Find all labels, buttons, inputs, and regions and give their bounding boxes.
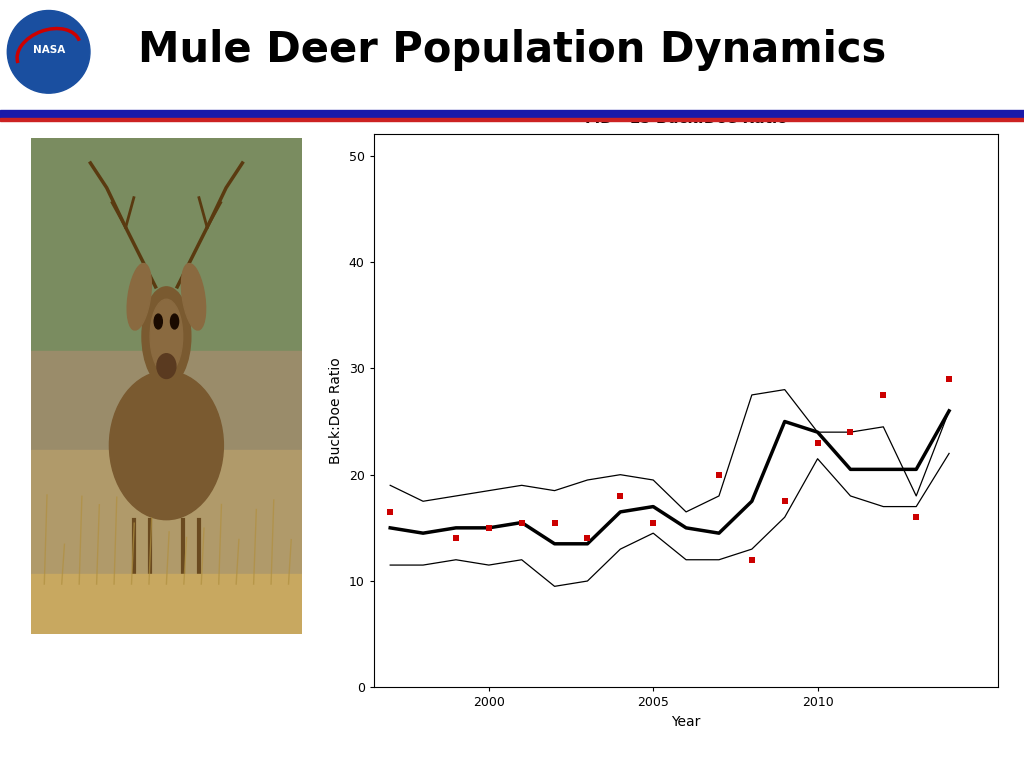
Circle shape xyxy=(16,19,81,84)
Circle shape xyxy=(7,11,90,93)
Title: MD - 15 Buck:Doe Ratio: MD - 15 Buck:Doe Ratio xyxy=(585,111,787,126)
Ellipse shape xyxy=(151,300,182,373)
Polygon shape xyxy=(151,336,182,391)
Point xyxy=(776,495,793,508)
Bar xyxy=(31,574,302,634)
Text: NASA: NASA xyxy=(33,45,65,55)
Point xyxy=(645,516,662,528)
Point xyxy=(809,437,825,449)
Circle shape xyxy=(170,314,178,329)
Y-axis label: Buck:Doe Ratio: Buck:Doe Ratio xyxy=(329,358,343,464)
Point xyxy=(612,490,629,502)
Ellipse shape xyxy=(142,286,190,386)
Bar xyxy=(31,351,302,460)
Point xyxy=(447,532,464,545)
Point xyxy=(580,532,596,545)
Point xyxy=(908,511,925,523)
Ellipse shape xyxy=(181,263,206,330)
Point xyxy=(711,468,727,481)
Ellipse shape xyxy=(157,354,176,379)
Point xyxy=(382,506,398,518)
Bar xyxy=(31,450,302,634)
Text: Mule Deer Population Dynamics: Mule Deer Population Dynamics xyxy=(138,29,886,71)
Ellipse shape xyxy=(127,263,152,330)
Bar xyxy=(31,138,302,361)
X-axis label: Year: Year xyxy=(672,715,700,729)
Point xyxy=(941,372,957,385)
Ellipse shape xyxy=(110,371,223,520)
Point xyxy=(876,389,892,401)
Point xyxy=(547,516,563,528)
Point xyxy=(480,521,497,534)
Point xyxy=(743,554,760,566)
Circle shape xyxy=(155,314,163,329)
Point xyxy=(843,426,859,439)
Point xyxy=(513,516,529,528)
